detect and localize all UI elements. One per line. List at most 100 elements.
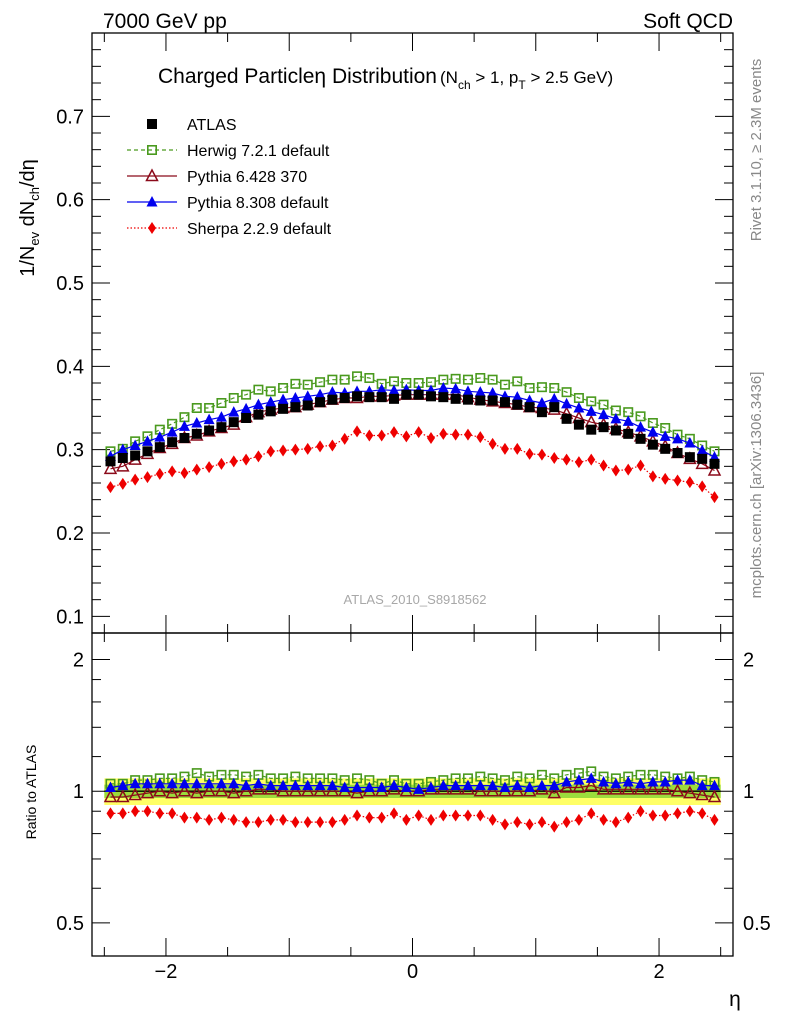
point-sherpa-2-2-9-default — [513, 442, 522, 455]
ratio-point-pythia-6-428-370 — [510, 783, 525, 797]
point-pythia-8-308-default — [252, 398, 264, 410]
header-left: 7000 GeV pp — [103, 10, 227, 33]
legend-label: Pythia 8.308 default — [187, 195, 329, 212]
point-atlas — [327, 394, 338, 405]
point-sherpa-2-2-9-default — [698, 480, 707, 493]
point-sherpa-2-2-9-default — [673, 474, 682, 487]
series-line-pythia-8-308-default — [110, 387, 715, 458]
point-atlas — [697, 453, 708, 464]
legend-item-pythia-8-308-default: Pythia 8.308 default — [127, 195, 329, 212]
ratio-point-sherpa-2-2-9-default — [599, 813, 608, 826]
ratio-line-herwig-7-2-1-default — [110, 770, 715, 785]
point-sherpa-2-2-9-default — [316, 440, 325, 453]
point-sherpa-2-2-9-default — [685, 476, 694, 489]
point-atlas — [586, 424, 597, 435]
point-herwig-7-2-1-default — [241, 389, 252, 400]
point-herwig-7-2-1-default — [327, 374, 338, 385]
ratio-point-pythia-8-308-default — [215, 777, 227, 789]
ratio-point-pythia-8-308-default — [425, 781, 437, 792]
ratio-point-pythia-6-428-370 — [140, 785, 155, 799]
y-tick-label: 0.1 — [56, 606, 84, 628]
point-pythia-8-308-default — [598, 408, 610, 420]
ratio-point-pythia-6-428-370 — [325, 783, 340, 797]
point-pythia-6-428-370 — [116, 458, 130, 472]
point-sherpa-2-2-9-default — [328, 439, 337, 452]
point-atlas — [684, 452, 695, 463]
point-pythia-8-308-default — [696, 444, 708, 455]
point-atlas — [413, 389, 424, 400]
ratio-point-pythia-6-428-370 — [559, 779, 574, 793]
point-pythia-8-308-default — [141, 435, 153, 446]
y-axis-label-main: 1/Nev dNch/dη — [17, 159, 42, 277]
ratio-point-sherpa-2-2-9-default — [587, 807, 596, 820]
point-herwig-7-2-1-default — [228, 392, 239, 403]
ratio-point-sherpa-2-2-9-default — [414, 809, 423, 822]
point-atlas — [265, 406, 276, 417]
point-herwig-7-2-1-default — [462, 374, 473, 385]
point-herwig-7-2-1-default — [253, 384, 264, 395]
ratio-point-sherpa-2-2-9-default — [390, 807, 399, 820]
ratio-point-pythia-6-428-370 — [609, 781, 623, 795]
ratio-point-sherpa-2-2-9-default — [377, 811, 386, 824]
ratio-point-pythia-8-308-default — [129, 777, 141, 789]
point-atlas — [401, 389, 412, 400]
point-herwig-7-2-1-default — [265, 386, 276, 397]
point-atlas — [499, 397, 510, 408]
point-atlas — [610, 425, 621, 436]
point-sherpa-2-2-9-default — [648, 470, 657, 483]
ratio-point-sherpa-2-2-9-default — [488, 813, 497, 826]
point-sherpa-2-2-9-default — [168, 465, 177, 478]
ratio-point-sherpa-2-2-9-default — [340, 813, 349, 826]
ratio-point-pythia-6-428-370 — [670, 783, 685, 797]
point-sherpa-2-2-9-default — [402, 430, 411, 443]
point-atlas — [117, 453, 128, 463]
legend: ATLAS Herwig 7.2.1 default Pythia 6.428 37… — [127, 117, 332, 238]
ratio-point-sherpa-2-2-9-default — [254, 816, 263, 829]
point-atlas — [561, 413, 572, 424]
point-herwig-7-2-1-default — [290, 378, 301, 389]
point-sherpa-2-2-9-default — [611, 464, 620, 477]
ratio-point-pythia-6-428-370 — [633, 781, 648, 795]
point-herwig-7-2-1-default — [549, 382, 560, 393]
ratio-point-pythia-8-308-default — [672, 774, 684, 785]
ratio-point-pythia-6-428-370 — [128, 787, 142, 801]
ratio-point-pythia-8-308-default — [437, 779, 449, 791]
ratio-y-tick-label-right: 2 — [743, 650, 754, 672]
point-pythia-8-308-default — [240, 402, 252, 414]
point-pythia-8-308-default — [376, 383, 388, 395]
point-pythia-8-308-default — [684, 437, 696, 448]
ratio-point-pythia-8-308-default — [228, 777, 240, 789]
main-series — [103, 371, 722, 504]
point-atlas — [228, 417, 239, 428]
point-sherpa-2-2-9-default — [439, 427, 448, 440]
ratio-point-sherpa-2-2-9-default — [648, 809, 657, 822]
point-pythia-8-308-default — [511, 391, 523, 402]
point-sherpa-2-2-9-default — [303, 442, 312, 455]
ratio-point-sherpa-2-2-9-default — [476, 809, 485, 822]
legend-label: Pythia 6.428 370 — [187, 169, 307, 186]
point-pythia-8-308-default — [117, 443, 129, 455]
ratio-point-pythia-8-308-default — [585, 772, 597, 783]
ratio-point-pythia-8-308-default — [561, 775, 573, 787]
ratio-point-pythia-6-428-370 — [202, 783, 216, 797]
ratio-point-pythia-8-308-default — [117, 779, 129, 791]
point-sherpa-2-2-9-default — [562, 453, 571, 466]
point-atlas — [179, 433, 190, 443]
ratio-point-pythia-6-428-370 — [165, 785, 179, 799]
legend-marker — [145, 168, 159, 182]
ratio-point-sherpa-2-2-9-default — [562, 816, 571, 829]
point-atlas — [475, 395, 486, 406]
point-pythia-6-428-370 — [103, 461, 118, 475]
point-sherpa-2-2-9-default — [229, 455, 238, 468]
point-pythia-8-308-default — [462, 385, 474, 396]
ratio-point-sherpa-2-2-9-default — [217, 811, 226, 824]
legend-marker — [146, 196, 158, 207]
ratio-point-sherpa-2-2-9-default — [266, 813, 275, 826]
ratio-point-pythia-8-308-default — [326, 779, 338, 791]
legend-marker — [147, 119, 157, 129]
y-tick-label: 0.3 — [56, 440, 84, 462]
point-atlas — [623, 428, 634, 439]
ratio-point-pythia-6-428-370 — [350, 785, 364, 799]
ratio-point-pythia-6-428-370 — [177, 783, 192, 797]
